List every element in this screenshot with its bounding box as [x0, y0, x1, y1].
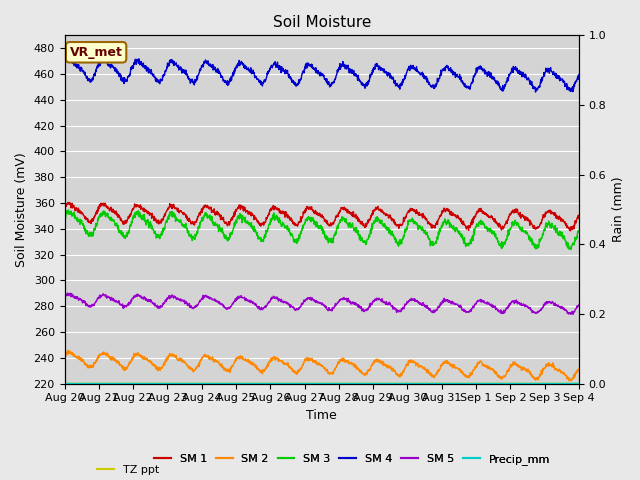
Title: Soil Moisture: Soil Moisture — [273, 15, 371, 30]
Text: VR_met: VR_met — [70, 46, 122, 59]
X-axis label: Time: Time — [307, 409, 337, 422]
Y-axis label: Rain (mm): Rain (mm) — [612, 177, 625, 242]
Legend: SM 1, SM 2, SM 3, SM 4, SM 5, Precip_mm: SM 1, SM 2, SM 3, SM 4, SM 5, Precip_mm — [150, 450, 554, 469]
Y-axis label: Soil Moisture (mV): Soil Moisture (mV) — [15, 152, 28, 267]
Legend: TZ ppt: TZ ppt — [93, 460, 163, 479]
